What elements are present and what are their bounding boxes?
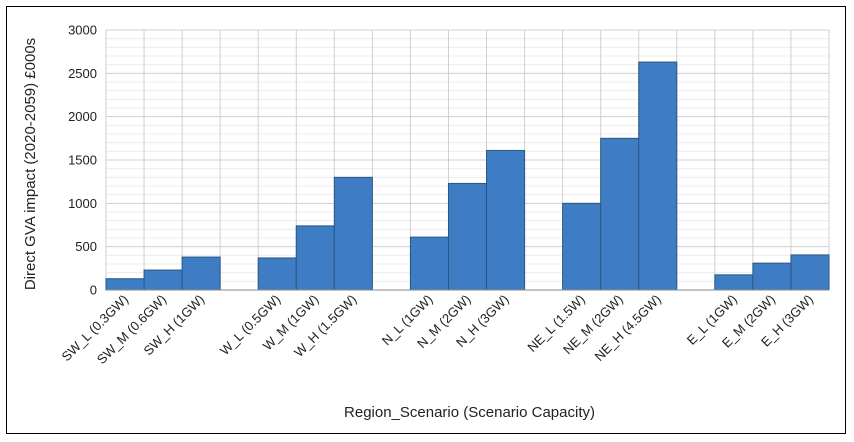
bar <box>181 256 221 291</box>
bar <box>333 176 373 291</box>
bar-chart: 0 500 1000 1500 2000 2500 3000 SW_L (0.3GW)SW_… <box>22 23 830 421</box>
bar <box>409 236 449 291</box>
y-tick-label: 500 <box>75 239 97 254</box>
bar <box>447 182 488 291</box>
x-tick-labels: SW_L (0.3GW)SW_M (0.6GW)SW_H (1GW) W_L (0… <box>59 292 817 367</box>
y-tick-label: 2000 <box>68 109 97 124</box>
bar <box>486 149 526 291</box>
y-tick-label: 3000 <box>68 23 97 38</box>
y-tick-labels: 0 500 1000 1500 2000 2500 3000 <box>68 23 97 298</box>
x-tick-label: NE_H (4.5GW) <box>591 292 663 364</box>
y-tick-label: 0 <box>90 283 97 298</box>
y-axis-title: Direct GVA impact (2020-2059) £000s <box>22 38 39 290</box>
y-tick-label: 1500 <box>68 153 97 168</box>
x-axis-title: Region_Scenario (Scenario Capacity) <box>344 404 595 421</box>
y-tick-label: 2500 <box>68 66 97 81</box>
bar <box>714 274 754 291</box>
bar <box>638 61 678 291</box>
bars <box>105 61 830 291</box>
bar <box>257 257 297 291</box>
bar <box>295 225 335 291</box>
bar <box>105 278 145 291</box>
chart-frame: 0 500 1000 1500 2000 2500 3000 SW_L (0.3GW) SW_… <box>6 6 846 434</box>
y-tick-label: 1000 <box>68 196 97 211</box>
x-tick-label: SW_L (0.3GW) <box>59 292 132 365</box>
bar <box>562 202 602 291</box>
bar <box>752 262 792 291</box>
bar <box>600 137 640 291</box>
bar <box>143 269 183 291</box>
bar <box>790 254 830 291</box>
